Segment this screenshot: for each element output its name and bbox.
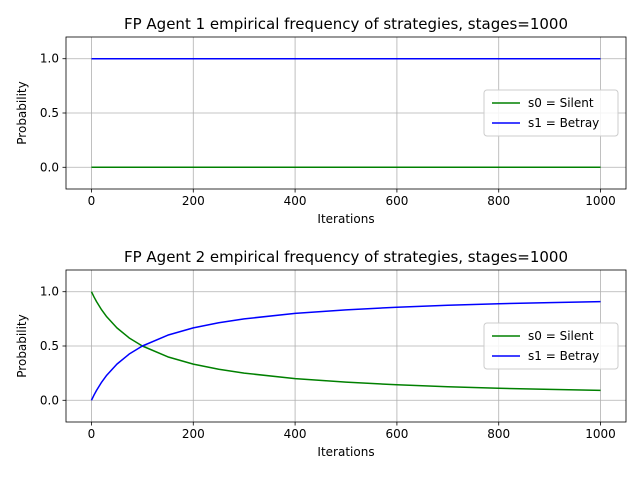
x-tick-label: 0 <box>88 427 96 441</box>
series-line-s1-betray <box>90 300 601 401</box>
x-tick-label: 600 <box>385 194 408 208</box>
x-axis-label: Iterations <box>317 445 374 459</box>
y-tick-label: 0.5 <box>40 106 59 120</box>
legend-box <box>483 322 619 370</box>
y-tick-label: 0.0 <box>40 160 59 174</box>
x-tick-label: 400 <box>284 194 307 208</box>
legend: s0 = Silent s1 = Betray <box>483 322 619 370</box>
x-tick-label: 800 <box>487 427 510 441</box>
legend-label: s0 = Silent <box>528 329 594 343</box>
chart-agent-2: 0 200 400 600 800 1000 0.0 0.5 1.0 FP Agent 2 emp… <box>15 248 627 459</box>
x-tick-label: 1000 <box>585 427 616 441</box>
x-tick-label: 600 <box>385 427 408 441</box>
y-tick-label: 0.5 <box>40 339 59 353</box>
x-tick-label: 0 <box>88 194 96 208</box>
legend-box <box>483 89 619 137</box>
x-tick-label: 200 <box>182 427 205 441</box>
legend-label: s0 = Silent <box>528 96 594 110</box>
x-tick-label: 1000 <box>585 194 616 208</box>
series-line-s0-silent <box>90 291 601 392</box>
y-tick-label: 1.0 <box>40 52 59 66</box>
x-axis-label: Iterations <box>317 212 374 226</box>
x-tick-label: 800 <box>487 194 510 208</box>
y-axis-label: Probability <box>15 314 29 377</box>
legend-label: s1 = Betray <box>528 349 599 363</box>
legend: s0 = Silent s1 = Betray <box>483 89 619 137</box>
y-axis-label: Probability <box>15 81 29 144</box>
chart-title: FP Agent 2 empirical frequency of strate… <box>124 248 568 266</box>
legend-label: s1 = Betray <box>528 116 599 130</box>
x-tick-label: 400 <box>284 427 307 441</box>
y-tick-label: 0.0 <box>40 393 59 407</box>
y-tick-label: 1.0 <box>40 285 59 299</box>
chart-agent-1: 0 200 400 600 800 1000 0.0 0.5 1.0 FP Agent 1 emp… <box>15 15 627 226</box>
chart-title: FP Agent 1 empirical frequency of strate… <box>124 15 568 33</box>
x-tick-label: 200 <box>182 194 205 208</box>
